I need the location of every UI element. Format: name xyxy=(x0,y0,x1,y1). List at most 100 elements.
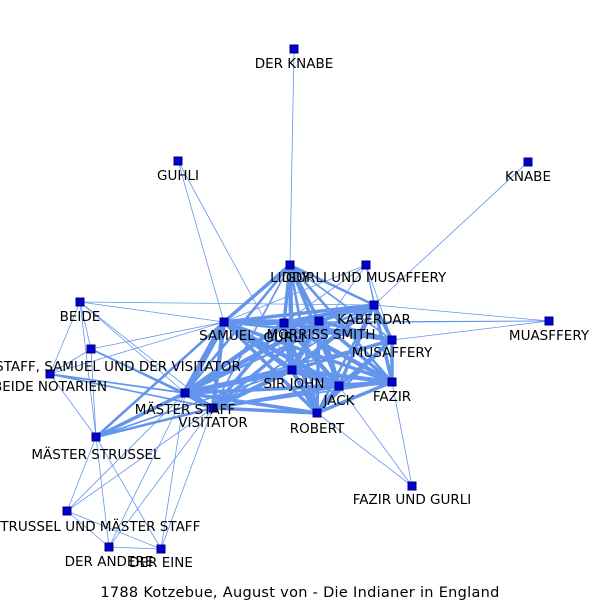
node-label-beide_notarien: BEIDE NOTARIEN xyxy=(0,379,107,395)
node-maester_strussel[interactable] xyxy=(91,432,101,442)
node-label-jack: JACK xyxy=(322,393,355,409)
node-label-strussel_und_staff: STRUSSEL UND MÄSTER STAFF xyxy=(0,517,200,535)
edge-fazir-visitator xyxy=(212,381,393,409)
node-visitator[interactable] xyxy=(208,403,218,413)
edge-morriss_smith-musaffery xyxy=(317,319,394,342)
node-liddy[interactable] xyxy=(285,260,295,270)
node-fazir[interactable] xyxy=(387,377,397,387)
edge-muasffery-musaffery xyxy=(391,320,550,341)
edge-kaberdar-samuel xyxy=(222,303,376,324)
edge-beide_notarien-maester_strussel xyxy=(49,373,97,438)
edge-strussel_und_staff-der_andere xyxy=(66,510,110,548)
node-muasffery[interactable] xyxy=(544,316,554,326)
edge-robert-fazir_und_gurli xyxy=(316,412,413,487)
edge-jack-fazir_und_gurli xyxy=(338,385,413,487)
node-label-sir_john: SIR JOHN xyxy=(263,376,324,392)
node-strussel_und_staff[interactable] xyxy=(62,506,72,516)
edge-sir_john-maester_staff xyxy=(182,367,295,396)
edge-sir_john-fazir xyxy=(289,367,395,385)
node-label-gurli: GURLI xyxy=(263,330,304,346)
edge-fazir-fazir_und_gurli xyxy=(391,381,413,487)
edge-beide-samuel xyxy=(79,301,225,323)
node-label-liddy: LIDDY xyxy=(270,270,311,286)
node-sir_john[interactable] xyxy=(287,365,297,375)
node-label-kaberdar: KABERDAR xyxy=(337,312,411,328)
node-der_knabe[interactable] xyxy=(289,44,299,54)
node-label-gurli_und_musaffery: GURLI UND MUSAFFERY xyxy=(286,270,447,286)
edge-samuel-beide_notarien xyxy=(49,321,225,375)
node-label-muasffery: MUASFFERY xyxy=(509,328,590,344)
edge-der_knabe-liddy xyxy=(289,48,295,266)
node-label-maester_strussel: MÄSTER STRUSSEL xyxy=(31,445,161,463)
edge-beide-staff_samuel_visitator xyxy=(79,301,92,350)
node-der_andere[interactable] xyxy=(104,542,114,552)
node-beide_notarien[interactable] xyxy=(45,369,55,379)
node-label-fazir: FAZIR xyxy=(373,389,411,405)
edge-samuel-maester_staff xyxy=(181,318,228,397)
edge-liddy-fazir xyxy=(288,263,394,384)
edge-visitator-der_andere xyxy=(108,407,214,548)
graph-caption: 1788 Kotzebue, August von - Die Indianer… xyxy=(100,585,499,600)
node-fazir_und_gurli[interactable] xyxy=(407,481,417,491)
node-guhli[interactable] xyxy=(173,156,183,166)
node-knabe[interactable] xyxy=(523,157,533,167)
node-label-maester_staff: MÄSTER STAFF xyxy=(135,400,235,418)
edge-maester_staff-beide_notarien xyxy=(49,373,186,394)
node-robert[interactable] xyxy=(312,408,322,418)
node-label-knabe: KNABE xyxy=(505,169,551,185)
edge-staff_samuel_visitator-maester_strussel xyxy=(90,348,97,438)
edge-beide-maester_staff xyxy=(79,301,186,394)
node-label-guhli: GUHLI xyxy=(157,168,199,184)
edge-maester_staff-der_eine xyxy=(160,392,186,550)
edge-fazir-robert xyxy=(315,380,394,415)
edge-liddy-samuel xyxy=(222,263,292,324)
edge-samuel-maester_strussel xyxy=(94,320,226,439)
node-label-musaffery: MUSAFFERY xyxy=(352,345,433,361)
edge-robert-visitator xyxy=(211,406,319,415)
edge-beide-kaberdar xyxy=(79,301,375,306)
edge-liddy-musaffery xyxy=(289,264,393,341)
edge-visitator-beide_notarien xyxy=(49,373,214,409)
edge-samuel-robert xyxy=(222,320,319,415)
node-morriss_smith[interactable] xyxy=(314,316,324,326)
node-label-morriss_smith: MORRISS SMITH xyxy=(266,327,375,343)
edge-gurli-maester_staff xyxy=(182,320,287,396)
edge-strussel_und_staff-der_eine xyxy=(66,510,162,550)
edge-guhli-samuel xyxy=(177,160,225,323)
node-maester_staff[interactable] xyxy=(180,388,190,398)
node-beide[interactable] xyxy=(75,297,85,307)
edge-visitator-maester_strussel xyxy=(94,406,215,439)
node-kaberdar[interactable] xyxy=(369,300,379,310)
node-label-der_knabe: DER KNABE xyxy=(255,56,334,72)
edge-maester_staff-maester_strussel xyxy=(94,391,187,439)
edge-morriss_smith-visitator xyxy=(211,319,321,410)
edge-kaberdar-morriss_smith xyxy=(317,303,376,323)
edge-maester_strussel-der_eine xyxy=(95,436,162,550)
edge-samuel-visitator xyxy=(210,319,227,411)
edge-gurli_und_musaffery-samuel xyxy=(223,264,367,323)
edge-morriss_smith-maester_staff xyxy=(182,318,322,396)
node-musaffery[interactable] xyxy=(387,335,397,345)
node-gurli_und_musaffery[interactable] xyxy=(361,260,371,270)
edge-kaberdar-muasffery xyxy=(373,304,550,322)
node-staff_samuel_visitator[interactable] xyxy=(86,344,96,354)
node-jack[interactable] xyxy=(334,381,344,391)
edge-der_andere-der_eine xyxy=(108,546,162,550)
node-label-der_eine: DER EINE xyxy=(129,555,193,571)
edge-maester_strussel-der_andere xyxy=(95,436,110,548)
node-gurli[interactable] xyxy=(279,318,289,328)
node-samuel[interactable] xyxy=(219,317,229,327)
edge-gurli-musaffery xyxy=(281,320,395,343)
node-der_eine[interactable] xyxy=(156,544,166,554)
edge-samuel-staff_samuel_visitator xyxy=(90,321,225,350)
edge-layer xyxy=(49,48,550,550)
edge-beide-beide_notarien xyxy=(49,301,81,375)
node-label-visitator: VISITATOR xyxy=(178,415,247,431)
edge-visitator-der_eine xyxy=(160,407,214,550)
node-label-robert: ROBERT xyxy=(290,421,345,437)
node-label-staff_samuel_visitator: STAFF, SAMUEL UND DER VISITATOR xyxy=(0,359,241,375)
node-layer xyxy=(45,44,554,554)
node-label-samuel: SAMUEL xyxy=(199,328,255,344)
